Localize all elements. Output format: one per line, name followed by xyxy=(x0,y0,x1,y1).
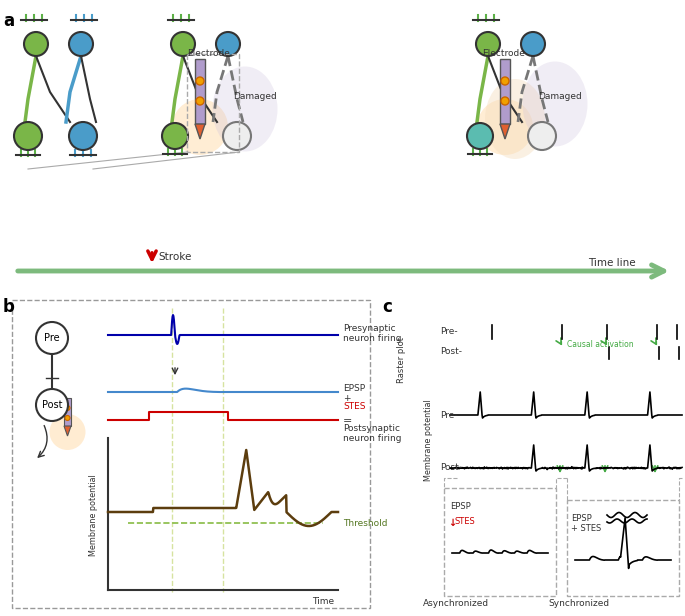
Text: Post: Post xyxy=(42,400,62,410)
Text: Postsynaptic
neuron firing: Postsynaptic neuron firing xyxy=(343,424,401,444)
Bar xyxy=(444,488,556,596)
Circle shape xyxy=(528,122,556,150)
Polygon shape xyxy=(195,124,205,139)
Text: a: a xyxy=(3,12,14,30)
Text: Time line: Time line xyxy=(588,258,636,268)
Ellipse shape xyxy=(485,79,545,159)
Circle shape xyxy=(216,32,240,56)
Circle shape xyxy=(162,123,188,149)
Text: c: c xyxy=(382,298,392,316)
Circle shape xyxy=(24,32,48,56)
Text: EPSP
+ STES: EPSP + STES xyxy=(571,514,601,533)
Text: Presynaptic
neuron firing: Presynaptic neuron firing xyxy=(343,324,401,343)
Bar xyxy=(500,59,510,124)
Text: Electrode: Electrode xyxy=(187,49,230,58)
Circle shape xyxy=(65,405,70,410)
Text: Post-: Post- xyxy=(440,463,462,472)
Circle shape xyxy=(171,32,195,56)
Circle shape xyxy=(223,122,251,150)
Text: Pre: Pre xyxy=(45,333,60,343)
Text: Raster plot: Raster plot xyxy=(397,337,406,383)
Text: Pre-: Pre- xyxy=(440,410,458,419)
Circle shape xyxy=(476,32,500,56)
Circle shape xyxy=(501,77,509,85)
Text: Threshold: Threshold xyxy=(343,519,388,528)
Text: Pre-: Pre- xyxy=(440,328,458,336)
Bar xyxy=(195,59,205,124)
Polygon shape xyxy=(500,124,510,139)
Circle shape xyxy=(501,97,509,105)
Text: Post-: Post- xyxy=(440,347,462,357)
Circle shape xyxy=(172,99,228,155)
Text: Electrode: Electrode xyxy=(482,49,525,58)
Text: Damaged: Damaged xyxy=(538,92,582,101)
Bar xyxy=(12,300,370,608)
Circle shape xyxy=(69,122,97,150)
Circle shape xyxy=(14,122,42,150)
Text: STES: STES xyxy=(343,402,366,411)
Ellipse shape xyxy=(212,67,277,152)
Circle shape xyxy=(196,97,204,105)
Text: Asynchronized: Asynchronized xyxy=(423,599,489,608)
Text: ↓: ↓ xyxy=(448,518,456,528)
Ellipse shape xyxy=(523,62,588,147)
Text: Time: Time xyxy=(312,597,334,606)
Circle shape xyxy=(196,77,204,85)
Text: Stroke: Stroke xyxy=(158,252,191,262)
Text: b: b xyxy=(3,298,15,316)
Text: Membrane potential: Membrane potential xyxy=(90,474,99,556)
Circle shape xyxy=(65,416,70,421)
Polygon shape xyxy=(64,426,71,436)
Text: Damaged: Damaged xyxy=(233,92,277,101)
Text: STES: STES xyxy=(455,517,476,526)
Text: Causal activation: Causal activation xyxy=(567,340,634,349)
Bar xyxy=(567,500,679,596)
Text: =: = xyxy=(343,416,352,426)
Circle shape xyxy=(477,99,533,155)
Bar xyxy=(64,398,71,426)
Circle shape xyxy=(36,389,68,421)
Circle shape xyxy=(521,32,545,56)
Circle shape xyxy=(49,414,86,450)
Text: EPSP: EPSP xyxy=(450,502,471,511)
Circle shape xyxy=(69,32,93,56)
Text: Membrane potential: Membrane potential xyxy=(425,399,434,481)
Circle shape xyxy=(36,322,68,354)
Bar xyxy=(187,54,239,152)
Text: Synchronized: Synchronized xyxy=(549,599,610,608)
Circle shape xyxy=(467,123,493,149)
Text: EPSP
+: EPSP + xyxy=(343,384,365,403)
